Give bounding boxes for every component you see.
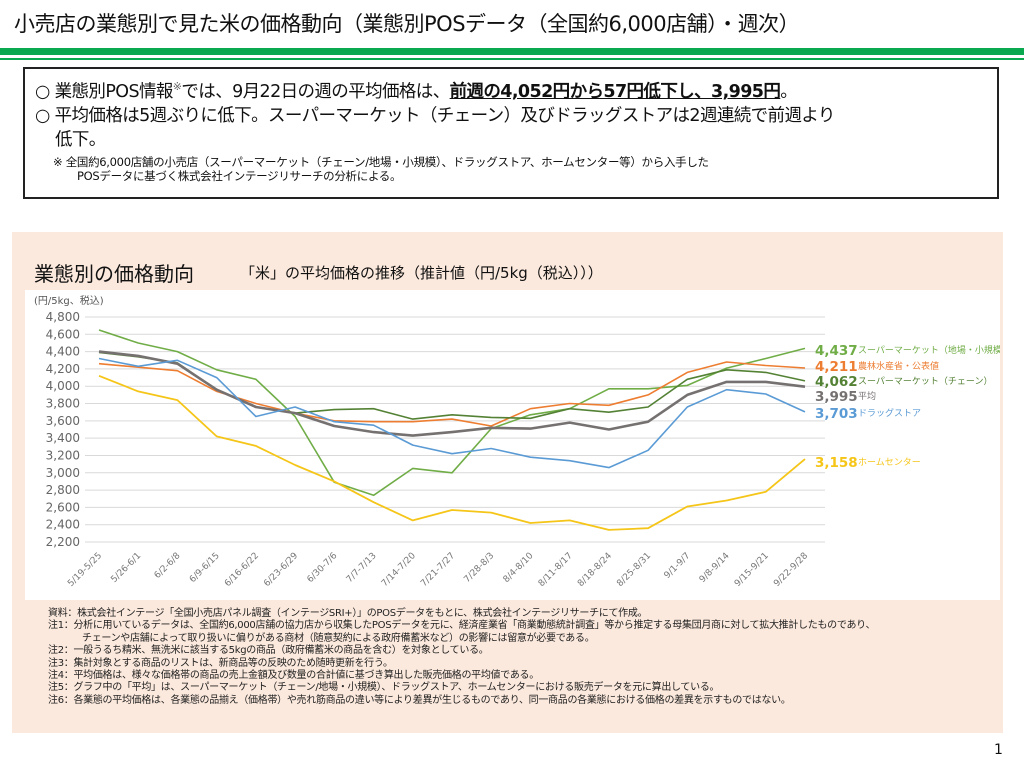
note-1: 注1：分析に用いているデータは、全国約6,000店舗の協力店から収集したPOSデ… bbox=[48, 620, 876, 632]
y-tick-label: 2,400 bbox=[46, 518, 80, 532]
series-end-value: 3,703 bbox=[815, 406, 858, 422]
note-2: 注2：一般うるち精米、無洗米に該当する5kgの商品（政府備蓄米の商品を含む）を対… bbox=[48, 645, 489, 657]
series-line-1 bbox=[98, 361, 806, 427]
series-name-label: ドラッグストア bbox=[858, 407, 921, 419]
summary-bullet-2-cont: 低下。 bbox=[55, 129, 106, 150]
note-source: 資料：株式会社インテージ「全国小売店パネル調査（インテージSRI+）」のPOSデ… bbox=[48, 608, 648, 619]
y-tick-label: 3,000 bbox=[46, 466, 80, 480]
x-tick-label: 5/19-5/25 bbox=[66, 551, 104, 589]
note-6: 注6：各業態の平均価格は、各業態の品揃え（価格帯）や売れ筋商品の違い等により差異… bbox=[48, 694, 791, 706]
x-tick-label: 6/16-6/22 bbox=[223, 551, 261, 589]
y-tick-label: 3,200 bbox=[46, 448, 80, 462]
series-end-value: 4,211 bbox=[815, 359, 858, 375]
x-tick-label: 8/18-8/24 bbox=[576, 551, 614, 589]
panel-subtitle: 「米」の平均価格の推移（推計値（円/5kg（税込））） bbox=[240, 264, 603, 282]
page-number: 1 bbox=[994, 742, 1003, 758]
y-tick-label: 4,800 bbox=[46, 310, 80, 324]
y-tick-label: 4,000 bbox=[46, 379, 80, 393]
chart-panel: 業態別の価格動向 「米」の平均価格の推移（推計値（円/5kg（税込））） 資料：… bbox=[12, 232, 1003, 733]
series-end-value: 4,437 bbox=[815, 343, 858, 359]
series-line-0 bbox=[98, 329, 806, 497]
series-line-5 bbox=[98, 374, 806, 531]
bullet1-end: 。 bbox=[780, 81, 798, 102]
x-tick-label: 8/4-8/10 bbox=[502, 551, 536, 585]
summary-bullet-1: ○ 業態別POS情報※では、9月22日の週の平均価格は、前週の4,052円から5… bbox=[35, 75, 987, 104]
panel-title: 業態別の価格動向 bbox=[34, 262, 194, 286]
x-tick-label: 6/2-6/8 bbox=[153, 551, 183, 581]
note-1-cont: チェーンや店舗によって取り扱いに偏りがある商材（随意契約による政府備蓄米など）の… bbox=[82, 632, 595, 644]
notes: 資料：株式会社インテージ「全国小売店パネル調査（インテージSRI+）」のPOSデ… bbox=[48, 608, 875, 707]
y-tick-label: 4,400 bbox=[46, 345, 80, 359]
y-tick-label: 2,200 bbox=[46, 535, 80, 549]
y-tick-label: 4,600 bbox=[46, 327, 80, 341]
x-tick-label: 7/28-8/3 bbox=[462, 551, 496, 585]
y-tick-label: 3,600 bbox=[46, 414, 80, 428]
y-tick-label: 2,600 bbox=[46, 500, 80, 514]
x-tick-label: 6/30-7/6 bbox=[306, 551, 340, 585]
series-end-value: 3,158 bbox=[815, 455, 858, 471]
x-tick-label: 7/14-7/20 bbox=[380, 551, 418, 589]
note-5: 注5：グラフ中の「平均」は、スーパーマーケット（チェーン/地場・小規模）、ドラッ… bbox=[48, 682, 720, 694]
note-3: 注3：集計対象とする商品のリストは、新商品等の反映のため随時更新を行う。 bbox=[48, 657, 393, 669]
x-tick-label: 8/25-8/31 bbox=[615, 551, 653, 589]
x-tick-label: 7/7-7/13 bbox=[345, 551, 379, 585]
y-tick-label: 2,800 bbox=[46, 483, 80, 497]
note-4: 注4：平均価格は、様々な価格帯の商品の売上金額及び数量の合計値に基づき算出した販… bbox=[48, 670, 539, 682]
series-line-4 bbox=[98, 357, 806, 469]
bullet1-text: では、9月22日の週の平均価格は、 bbox=[181, 81, 450, 102]
footnote-line-1: ※ 全国約6,000店舗の小売店（スーパーマーケット（チェーン/地場・小規模）、… bbox=[53, 154, 709, 169]
series-name-label: スーパーマーケット（地場・小規模） bbox=[858, 344, 1000, 356]
summary-bullet-2: ○ 平均価格は5週ぶりに低下。スーパーマーケット（チェーン）及びドラッグストアは… bbox=[35, 105, 835, 126]
x-tick-label: 9/1-9/7 bbox=[663, 551, 693, 581]
header-divider-thick bbox=[0, 48, 1024, 55]
bullet1-prefix: ○ 業態別POS情報 bbox=[35, 81, 173, 102]
summary-box: ○ 業態別POS情報※では、9月22日の週の平均価格は、前週の4,052円から5… bbox=[23, 67, 999, 199]
x-tick-label: 6/9-6/15 bbox=[188, 551, 222, 585]
x-tick-label: 8/11-8/17 bbox=[537, 551, 575, 589]
footnote-line-2: POSデータに基づく株式会社インテージリサーチの分析による。 bbox=[77, 168, 402, 183]
page-title: 小売店の業態別で見た米の価格動向（業態別POSデータ（全国約6,000店舗）・週… bbox=[14, 12, 800, 36]
series-line-3 bbox=[98, 350, 806, 437]
x-tick-label: 5/26-6/1 bbox=[109, 551, 143, 585]
x-tick-label: 7/21-7/27 bbox=[419, 551, 457, 589]
y-tick-label: 3,800 bbox=[46, 397, 80, 411]
series-name-label: 農林水産省・公表値 bbox=[858, 360, 939, 372]
series-name-label: ホームセンター bbox=[858, 457, 921, 468]
y-tick-label: 4,200 bbox=[46, 362, 80, 376]
y-tick-label: 3,400 bbox=[46, 431, 80, 445]
series-name-label: スーパーマーケット（チェーン） bbox=[858, 376, 992, 387]
series-end-value: 3,995 bbox=[815, 389, 858, 405]
header-divider-thin bbox=[0, 58, 1024, 60]
bullet1-mark: ※ bbox=[172, 80, 182, 93]
line-chart: (円/5kg、税込) 4,800 4,600 4,400 4,200 4,000 3,800… bbox=[34, 294, 1000, 589]
series-name-label: 平均 bbox=[858, 390, 876, 402]
bullet1-emphasis: 前週の4,052円から57円低下し、3,995円 bbox=[449, 81, 781, 102]
chart-background bbox=[25, 290, 1000, 600]
x-tick-label: 6/23-6/29 bbox=[262, 551, 300, 589]
series-end-value: 4,062 bbox=[815, 374, 858, 390]
x-tick-label: 9/22-9/28 bbox=[772, 551, 810, 589]
x-tick-label: 9/15-9/21 bbox=[733, 551, 771, 589]
x-tick-label: 9/8-9/14 bbox=[698, 551, 732, 585]
y-axis-label: (円/5kg、税込) bbox=[34, 294, 104, 307]
